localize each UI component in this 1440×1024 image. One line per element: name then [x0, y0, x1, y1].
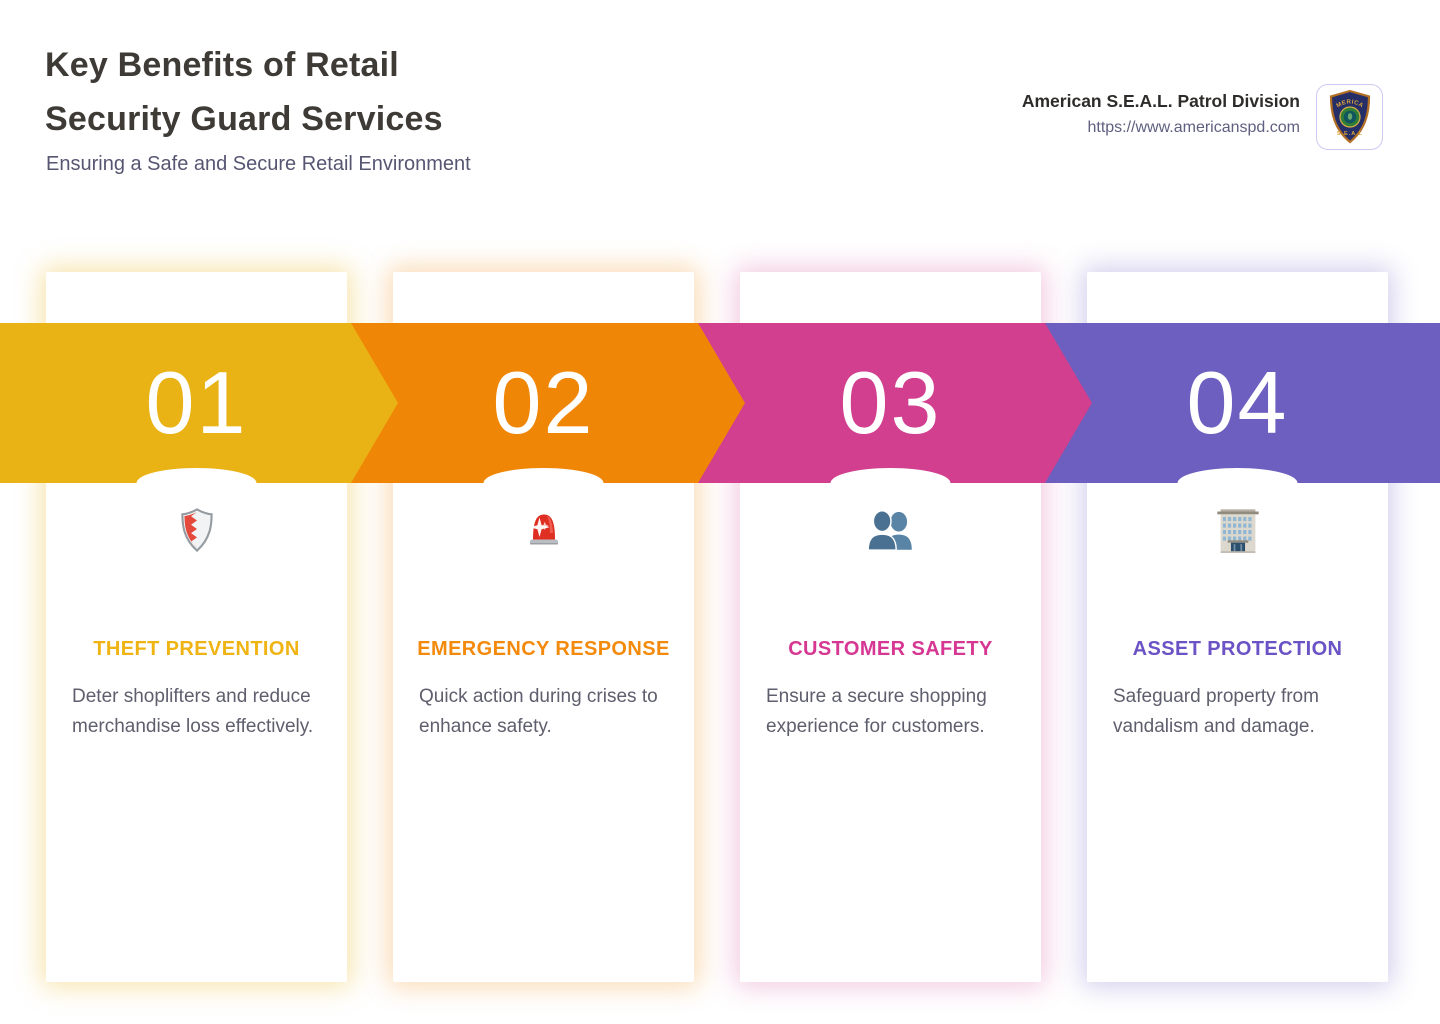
brand-url-link[interactable]: https://www.americanspd.com — [1087, 119, 1300, 136]
step-description: Safeguard property from vandalism and da… — [1113, 686, 1319, 737]
step-title: EMERGENCY RESPONSE — [417, 638, 670, 660]
step-description: Ensure a secure shopping experience for … — [766, 686, 987, 737]
brand-name: American S.E.A.L. Patrol Division — [1021, 91, 1300, 111]
seal-badge-icon: AMERICAN S.E.A.L — [1325, 88, 1370, 144]
brand-block: American S.E.A.L. Patrol Division https:… — [1022, 91, 1300, 137]
step-bands: 01 02 03 04 — [0, 323, 1440, 483]
shield-icon — [46, 505, 347, 555]
step-band-4 — [1040, 323, 1440, 483]
step-description: Quick action during crises to enhance sa… — [419, 686, 658, 737]
card-notch — [136, 468, 257, 483]
step-band-3 — [690, 323, 1092, 483]
brand-logo: AMERICAN S.E.A.L — [1316, 84, 1383, 150]
card-notch — [483, 468, 604, 483]
step-title: THEFT PREVENTION — [93, 638, 300, 660]
step-number-3: 03 — [840, 353, 942, 452]
step-number-1: 01 — [146, 353, 248, 452]
people-icon — [740, 505, 1041, 555]
step-number-4: 04 — [1187, 353, 1289, 452]
step-description: Deter shoplifters and reduce merchandise… — [72, 686, 314, 737]
step-band-2 — [340, 323, 745, 483]
badge-text-bottom: S.E.A.L — [1336, 131, 1362, 137]
page-title-line1: Key Benefits of Retail — [45, 46, 399, 84]
step-number-2: 02 — [493, 353, 595, 452]
page-title-line2: Security Guard Services — [45, 100, 443, 138]
building-icon — [1087, 505, 1388, 555]
card-notch — [1177, 468, 1298, 483]
step-title: ASSET PROTECTION — [1132, 638, 1343, 660]
step-band-1 — [0, 323, 398, 483]
siren-icon — [393, 505, 694, 555]
card-notch — [830, 468, 951, 483]
page-subtitle: Ensuring a Safe and Secure Retail Enviro… — [46, 153, 471, 175]
page-title: Key Benefits of Retail Security Guard Se… — [45, 38, 443, 146]
step-title: CUSTOMER SAFETY — [788, 638, 993, 660]
